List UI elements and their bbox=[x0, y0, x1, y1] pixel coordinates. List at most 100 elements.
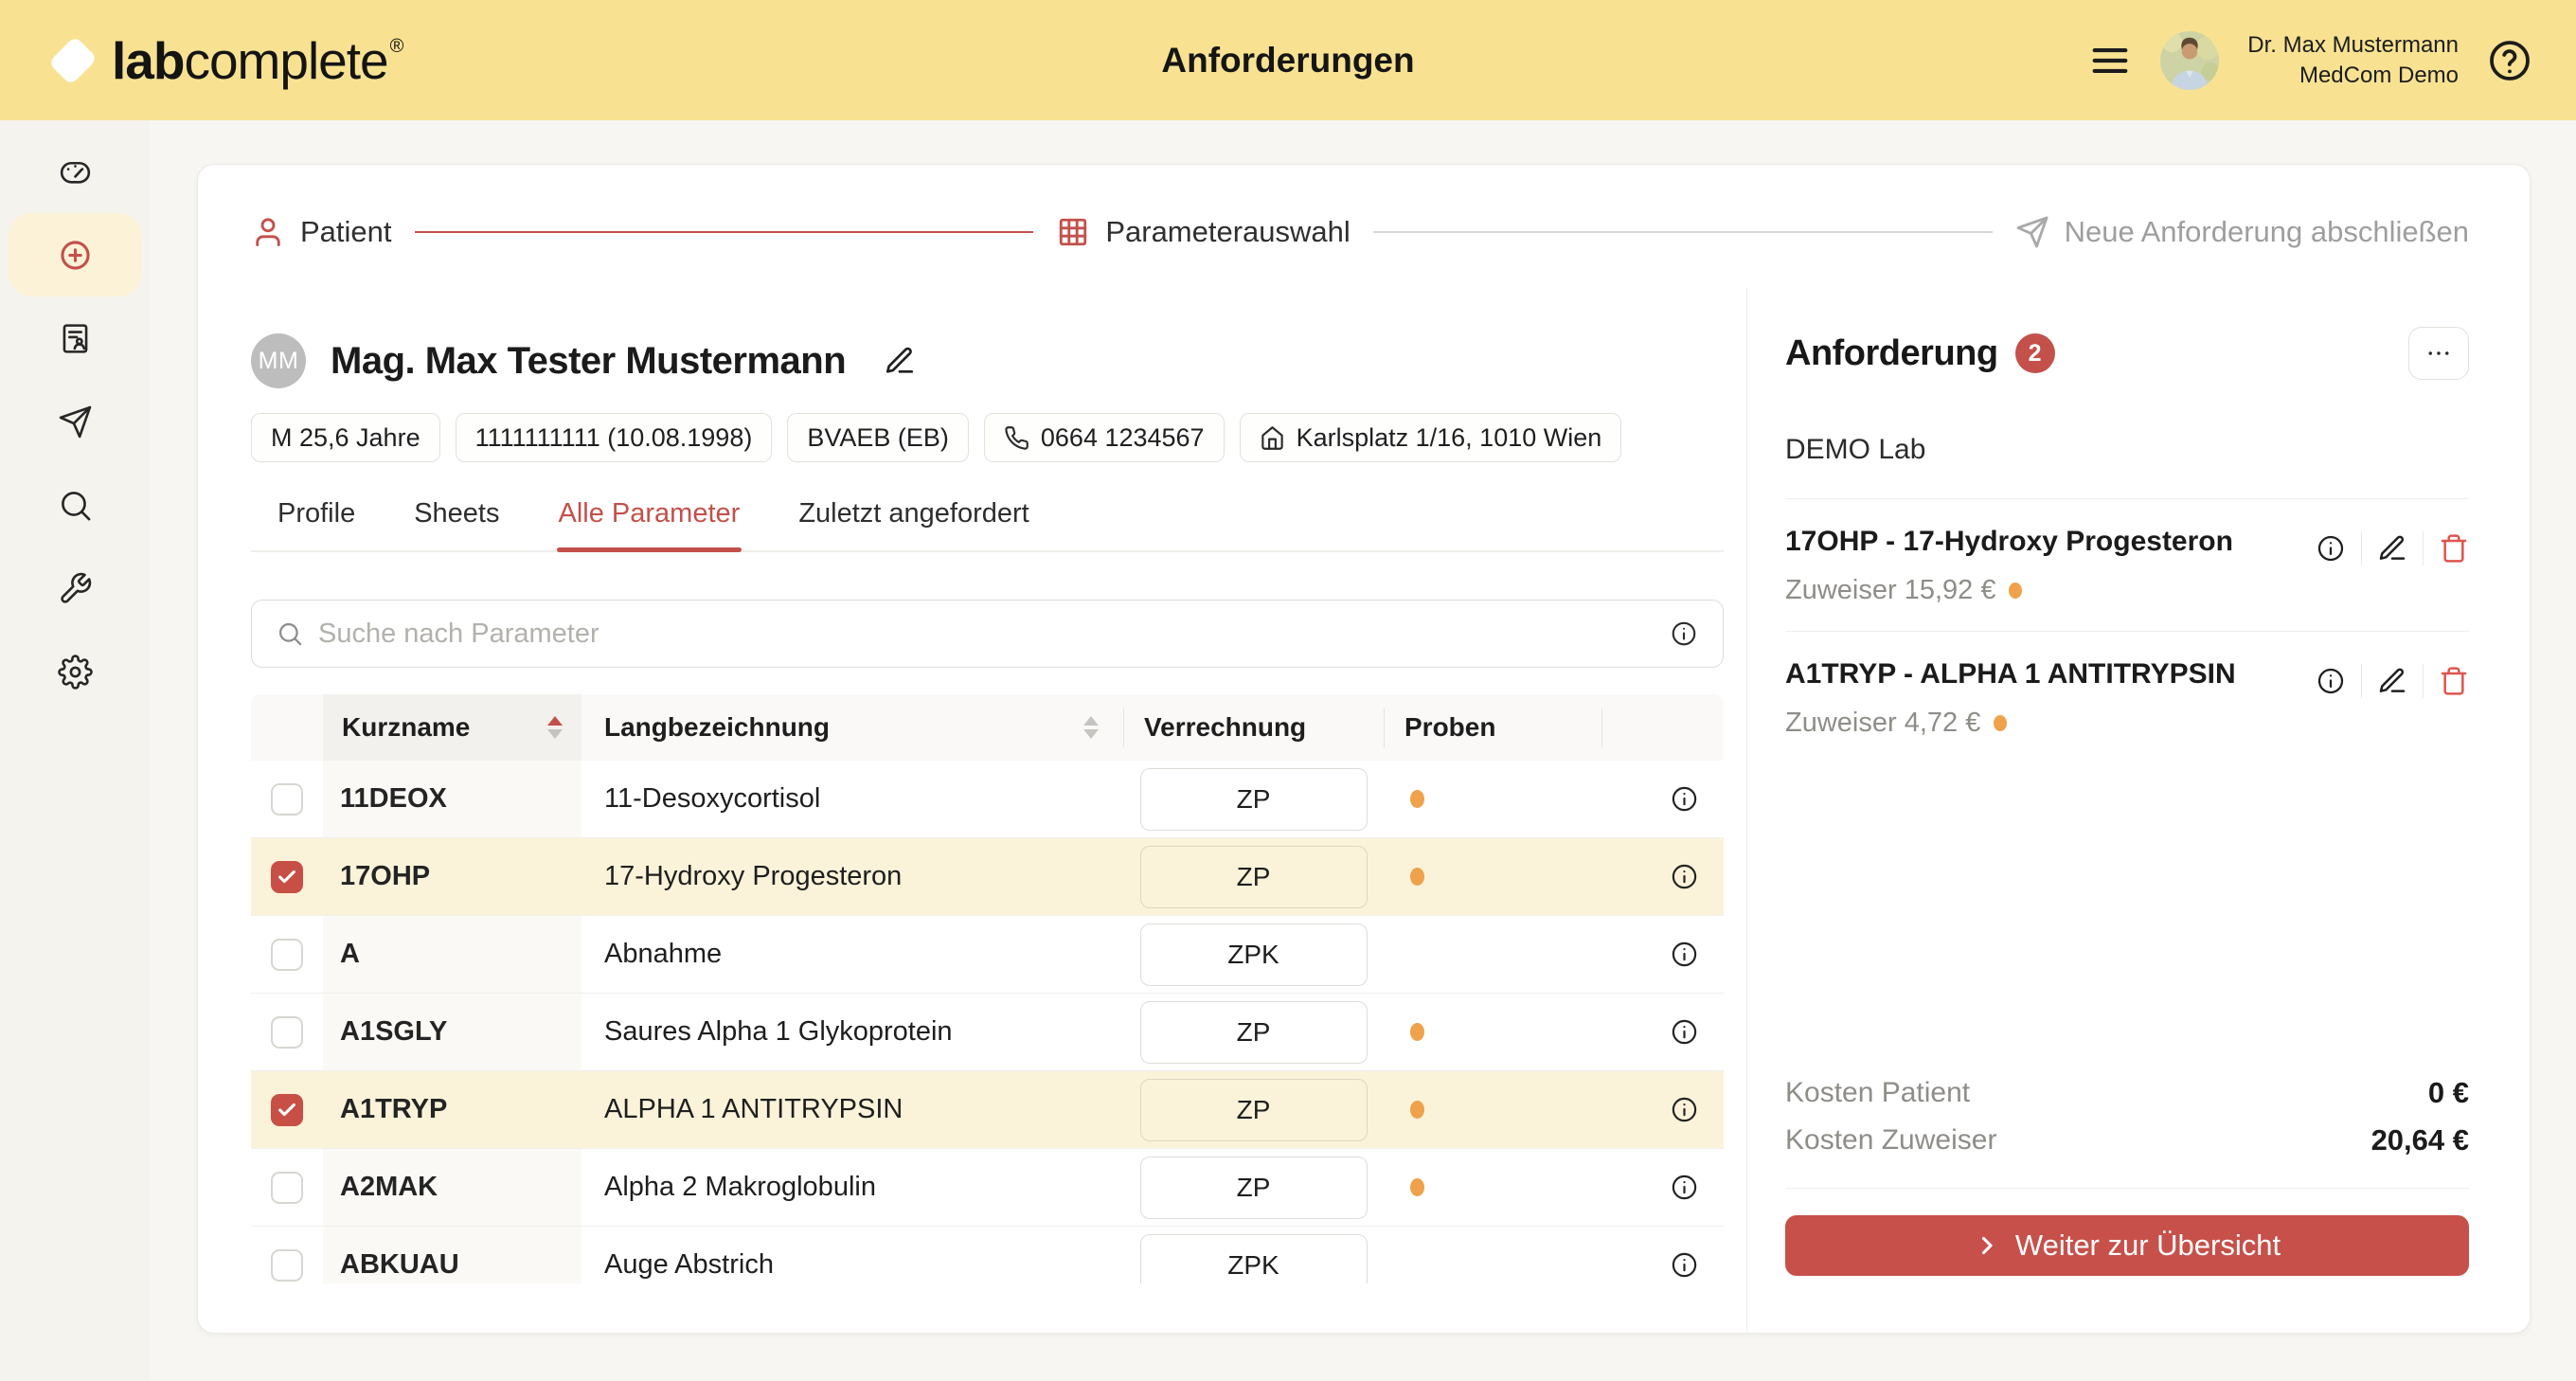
person-icon bbox=[251, 215, 285, 249]
cost-label: Kosten Zuweiser bbox=[1785, 1124, 1997, 1156]
stepper-connector-done bbox=[414, 231, 1034, 233]
step-patient[interactable]: Patient bbox=[251, 215, 392, 249]
billing-type-button[interactable]: ZPK bbox=[1139, 923, 1368, 986]
cell-verrechnung: ZPK bbox=[1123, 1233, 1384, 1283]
billing-type-button[interactable]: ZP bbox=[1139, 1156, 1368, 1219]
spacer bbox=[1785, 763, 2469, 1063]
column-header-checkbox bbox=[251, 694, 323, 761]
check-icon bbox=[277, 1100, 297, 1121]
checkbox-cell bbox=[251, 1093, 323, 1126]
panel-more-button[interactable] bbox=[2408, 327, 2469, 380]
phone-icon bbox=[1004, 425, 1029, 451]
column-header-langbezeichnung[interactable]: Langbezeichnung bbox=[581, 694, 1123, 761]
row-checkbox[interactable] bbox=[271, 1248, 303, 1282]
chip-label: 0664 1234567 bbox=[1040, 422, 1205, 452]
cell-verrechnung: ZP bbox=[1123, 1156, 1384, 1219]
chip-label: M 25,6 Jahre bbox=[271, 422, 420, 452]
billing-type-button[interactable]: ZPK bbox=[1139, 1233, 1368, 1283]
row-checkbox[interactable] bbox=[271, 1171, 303, 1204]
item-edit-icon[interactable] bbox=[2377, 533, 2407, 564]
step-parameterauswahl[interactable]: Parameterauswahl bbox=[1056, 215, 1351, 249]
checkbox-cell bbox=[251, 1248, 323, 1282]
tab-zuletzt-angefordert[interactable]: Zuletzt angefordert bbox=[798, 498, 1029, 529]
card-content: MM Mag. Max Tester Mustermann M 25,6 Jah… bbox=[198, 288, 2530, 1333]
parameter-info-icon[interactable] bbox=[1670, 784, 1699, 814]
continue-to-overview-button[interactable]: Weiter zur Übersicht bbox=[1785, 1215, 2469, 1276]
cell-langbezeichnung: ALPHA 1 ANTITRYPSIN bbox=[604, 1094, 903, 1124]
user-organisation: MedCom Demo bbox=[2299, 62, 2459, 88]
menu-icon[interactable] bbox=[2088, 39, 2132, 82]
parameter-info-icon[interactable] bbox=[1670, 862, 1699, 891]
row-checkbox[interactable] bbox=[271, 860, 303, 893]
search-input[interactable] bbox=[318, 618, 1655, 650]
patient-chips: M 25,6 Jahre 1111111111 (10.08.1998) BVAEB… bbox=[251, 413, 1724, 462]
billing-type-button[interactable]: ZP bbox=[1139, 1000, 1368, 1064]
column-header-kurzname[interactable]: Kurzname bbox=[323, 694, 581, 761]
sort-control[interactable] bbox=[547, 716, 563, 739]
billing-type-button[interactable]: ZP bbox=[1139, 1078, 1368, 1141]
item-info-icon[interactable] bbox=[2316, 533, 2346, 564]
billing-type-button[interactable]: ZP bbox=[1139, 845, 1368, 908]
parameter-info-icon[interactable] bbox=[1670, 1173, 1699, 1202]
sidebar-item-settings[interactable] bbox=[9, 630, 141, 713]
row-checkbox[interactable] bbox=[271, 938, 303, 971]
parameter-info-icon[interactable] bbox=[1670, 1017, 1699, 1047]
item-delete-icon[interactable] bbox=[2439, 666, 2469, 696]
cell-info bbox=[1601, 784, 1724, 814]
cost-row-zuweiser: Kosten Zuweiser 20,64 € bbox=[1785, 1123, 2469, 1157]
row-checkbox[interactable] bbox=[271, 1015, 303, 1049]
home-icon bbox=[1260, 425, 1285, 451]
cell-info bbox=[1601, 940, 1724, 969]
parameter-info-icon[interactable] bbox=[1670, 940, 1699, 969]
step-abschliessen[interactable]: Neue Anforderung abschließen bbox=[2015, 215, 2469, 249]
edit-patient-icon[interactable] bbox=[884, 345, 916, 377]
more-horizontal-icon bbox=[2424, 339, 2453, 368]
cell-proben bbox=[1384, 868, 1601, 886]
divider bbox=[2361, 531, 2362, 565]
item-edit-icon[interactable] bbox=[2377, 666, 2407, 696]
sidebar-item-patient-records[interactable] bbox=[9, 296, 141, 380]
table-row-abkuau: ABKUAU Auge Abstrich ZPK bbox=[251, 1227, 1724, 1283]
sidebar-item-search[interactable] bbox=[9, 463, 141, 547]
row-checkbox[interactable] bbox=[271, 1093, 303, 1126]
cell-info bbox=[1601, 1017, 1724, 1047]
help-icon[interactable] bbox=[2487, 38, 2532, 83]
tab-alle-parameter[interactable]: Alle Parameter bbox=[556, 493, 742, 552]
cell-proben bbox=[1384, 790, 1601, 808]
sidebar-item-sent-requests[interactable] bbox=[9, 380, 141, 463]
patient-chip: M 25,6 Jahre bbox=[251, 413, 440, 462]
sort-control[interactable] bbox=[1083, 716, 1099, 739]
tab-sheets[interactable]: Sheets bbox=[414, 498, 500, 529]
sidebar-item-new-request[interactable] bbox=[9, 213, 141, 296]
request-count-badge: 2 bbox=[2014, 333, 2055, 373]
app-logo[interactable]: lab complete ® bbox=[47, 30, 403, 91]
billing-type-button[interactable]: ZP bbox=[1139, 767, 1368, 831]
column-header-proben: Proben bbox=[1384, 694, 1601, 761]
parameter-info-icon[interactable] bbox=[1670, 1095, 1699, 1124]
request-item-sub: Zuweiser 15,92 € bbox=[1785, 575, 2233, 606]
cell-langbezeichnung: 17-Hydroxy Progesteron bbox=[604, 861, 903, 891]
request-item: 17OHP - 17-Hydroxy Progesteron Zuweiser 1… bbox=[1785, 499, 2469, 631]
request-item-actions bbox=[2316, 664, 2469, 698]
cell-info bbox=[1601, 862, 1724, 891]
search-info-icon[interactable] bbox=[1670, 619, 1698, 648]
avatar[interactable] bbox=[2160, 30, 2220, 90]
user-info[interactable]: Dr. Max Mustermann MedCom Demo bbox=[2247, 30, 2459, 89]
item-delete-icon[interactable] bbox=[2439, 533, 2469, 564]
step-label: Patient bbox=[300, 215, 392, 248]
tab-profile[interactable]: Profile bbox=[277, 498, 356, 529]
app-shell: Patient Parameterauswahl Neue Anforderun… bbox=[0, 120, 2576, 1381]
column-header-verrechnung: Verrechnung bbox=[1123, 694, 1384, 761]
row-checkbox[interactable] bbox=[271, 782, 303, 816]
sidebar-item-tools[interactable] bbox=[9, 547, 141, 630]
request-items: 17OHP - 17-Hydroxy Progesteron Zuweiser 1… bbox=[1785, 499, 2469, 763]
logo-text: lab complete ® bbox=[112, 30, 403, 91]
item-info-icon[interactable] bbox=[2316, 666, 2346, 696]
sample-dot bbox=[2009, 583, 2023, 599]
sidebar-item-dashboard[interactable] bbox=[9, 130, 141, 213]
cell-langbezeichnung: Alpha 2 Makroglobulin bbox=[604, 1172, 876, 1202]
cell-langbezeichnung: Saures Alpha 1 Glykoprotein bbox=[604, 1016, 953, 1047]
request-item-text: 17OHP - 17-Hydroxy Progesteron Zuweiser 1… bbox=[1785, 526, 2233, 606]
parameter-info-icon[interactable] bbox=[1670, 1250, 1699, 1280]
request-item-title: 17OHP - 17-Hydroxy Progesteron bbox=[1785, 526, 2233, 557]
